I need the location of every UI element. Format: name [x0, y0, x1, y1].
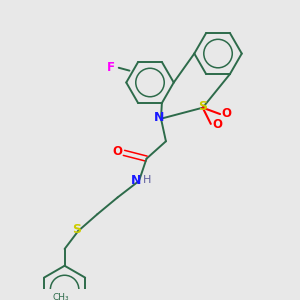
Text: N: N	[131, 174, 141, 187]
Text: N: N	[154, 111, 164, 124]
Text: H: H	[143, 175, 151, 185]
Text: O: O	[212, 118, 222, 131]
Text: O: O	[112, 145, 123, 158]
Text: S: S	[73, 223, 82, 236]
Text: CH₃: CH₃	[53, 292, 69, 300]
Text: S: S	[199, 100, 208, 113]
Text: F: F	[107, 61, 115, 74]
Text: O: O	[221, 107, 231, 120]
